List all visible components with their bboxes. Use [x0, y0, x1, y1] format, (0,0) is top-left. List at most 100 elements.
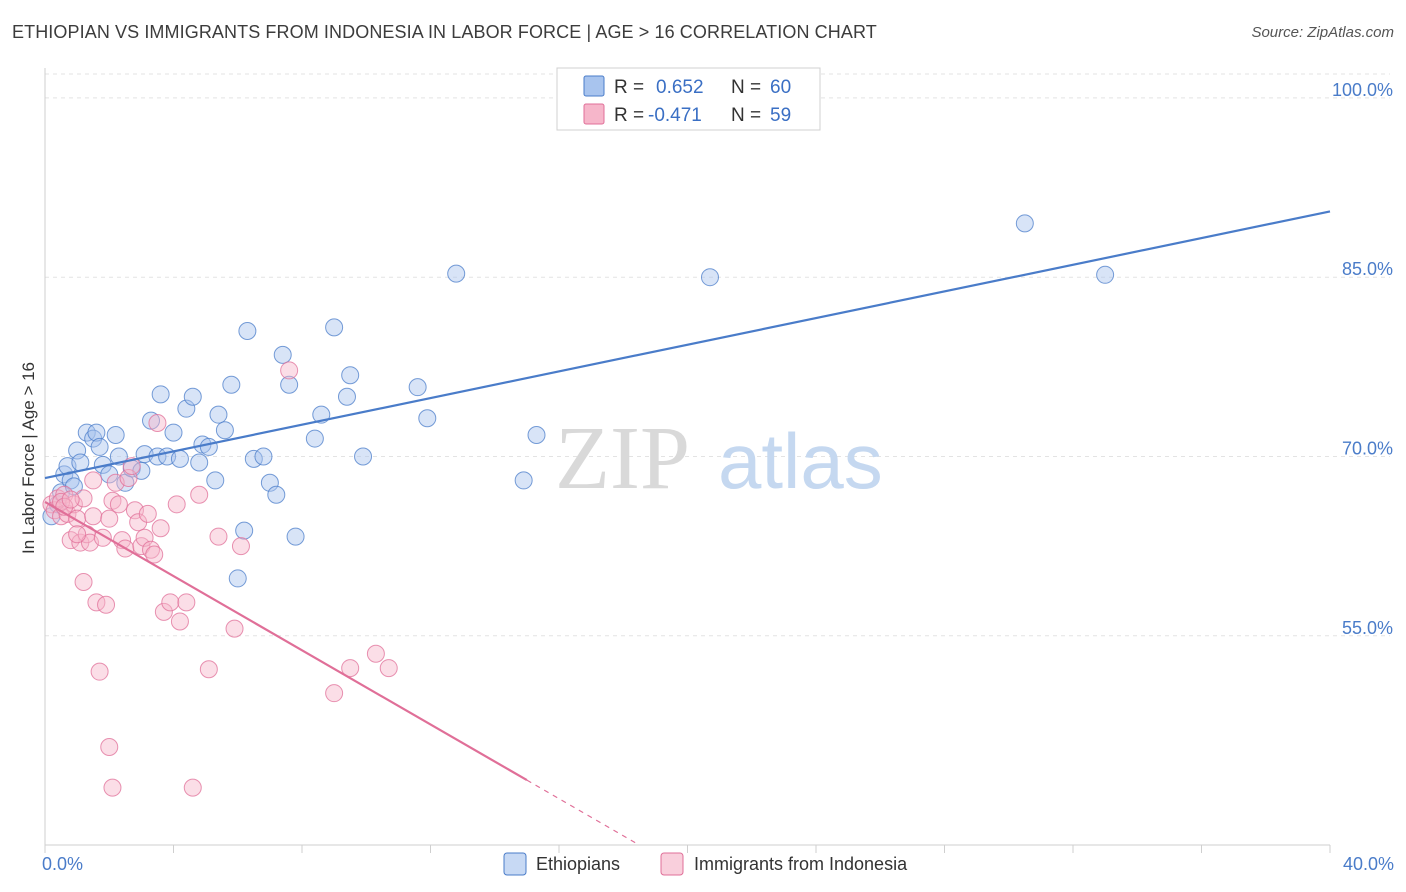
- point-ethiopians: [1015, 214, 1034, 233]
- point-indonesia: [90, 662, 109, 681]
- y-tick-label: 85.0%: [1342, 259, 1393, 279]
- point-ethiopians: [354, 447, 373, 466]
- point-indonesia: [177, 593, 196, 612]
- point-ethiopians: [700, 268, 719, 287]
- point-indonesia: [100, 737, 119, 756]
- legend-n-value-2: 59: [770, 105, 791, 126]
- point-ethiopians: [305, 429, 324, 448]
- point-ethiopians: [1096, 265, 1115, 284]
- point-indonesia: [84, 471, 103, 490]
- point-ethiopians: [209, 405, 228, 424]
- point-ethiopians: [164, 423, 183, 442]
- point-ethiopians: [170, 449, 189, 468]
- point-ethiopians: [222, 375, 241, 394]
- axes: [44, 68, 1331, 853]
- point-indonesia: [190, 485, 209, 504]
- point-ethiopians: [527, 425, 546, 444]
- trendlines: [44, 210, 1331, 846]
- y-tick-labels: 55.0% 70.0% 85.0% 100.0%: [1332, 80, 1393, 638]
- point-indonesia: [68, 525, 87, 544]
- y-tick-label: 70.0%: [1342, 439, 1393, 459]
- point-indonesia: [109, 495, 128, 514]
- point-indonesia: [74, 573, 93, 592]
- point-indonesia: [74, 489, 93, 508]
- watermark-zip: ZIP: [555, 409, 690, 508]
- point-ethiopians: [238, 321, 257, 340]
- point-ethiopians: [177, 399, 196, 418]
- point-indonesia: [142, 540, 161, 559]
- point-indonesia: [199, 660, 218, 679]
- y-axis-label: In Labor Force | Age > 16: [19, 362, 38, 554]
- point-ethiopians: [206, 471, 225, 490]
- bottom-legend: Ethiopians Immigrants from Indonesia: [503, 852, 908, 876]
- trendline-indonesia-extension: [526, 779, 640, 846]
- bottom-legend-swatch-indonesia: [660, 852, 684, 876]
- trendline-indonesia: [44, 500, 528, 782]
- y-tick-label: 55.0%: [1342, 618, 1393, 638]
- bottom-legend-label-indonesia: Immigrants from Indonesia: [694, 854, 908, 874]
- point-indonesia: [325, 684, 344, 703]
- point-ethiopians: [151, 385, 170, 404]
- point-indonesia: [97, 595, 116, 614]
- point-indonesia: [119, 469, 138, 488]
- legend-r-label-1: R =: [614, 77, 644, 98]
- point-ethiopians: [267, 485, 286, 504]
- point-ethiopians: [190, 453, 209, 472]
- legend-box: R = 0.652 N = 60 R = -0.471 N = 59: [556, 67, 821, 131]
- watermark-atlas: atlas: [718, 417, 883, 505]
- point-indonesia: [225, 619, 244, 638]
- point-ethiopians: [260, 473, 279, 492]
- point-ethiopians: [254, 447, 273, 466]
- legend-swatch-ethiopians: [583, 75, 605, 97]
- point-indonesia: [103, 778, 122, 797]
- point-ethiopians: [90, 437, 109, 456]
- point-ethiopians: [87, 423, 106, 442]
- point-ethiopians: [235, 521, 254, 540]
- trendline-ethiopians: [44, 210, 1331, 480]
- point-ethiopians: [514, 471, 533, 490]
- point-indonesia: [100, 509, 119, 528]
- point-ethiopians: [447, 264, 466, 283]
- point-indonesia: [209, 527, 228, 546]
- point-ethiopians: [418, 409, 437, 428]
- point-ethiopians: [280, 375, 299, 394]
- point-ethiopians: [341, 366, 360, 385]
- point-indonesia: [151, 519, 170, 538]
- bottom-legend-label-ethiopians: Ethiopians: [536, 854, 620, 874]
- chart-title: ETHIOPIAN VS IMMIGRANTS FROM INDONESIA I…: [12, 22, 877, 42]
- point-ethiopians: [228, 569, 247, 588]
- legend-n-label-1: N =: [731, 77, 761, 98]
- source-label: Source: ZipAtlas.com: [1251, 24, 1394, 41]
- y-tick-label: 100.0%: [1332, 80, 1393, 100]
- point-indonesia: [341, 659, 360, 678]
- point-indonesia: [161, 593, 180, 612]
- legend-n-value-1: 60: [770, 77, 791, 98]
- point-ethiopians: [337, 387, 356, 406]
- point-ethiopians: [215, 421, 234, 440]
- x-tick-max: 40.0%: [1343, 854, 1394, 874]
- point-indonesia: [138, 504, 157, 523]
- point-indonesia: [148, 414, 167, 433]
- point-indonesia: [366, 644, 385, 663]
- point-ethiopians: [325, 318, 344, 337]
- point-indonesia: [231, 537, 250, 556]
- point-indonesia: [154, 602, 173, 621]
- point-ethiopians: [183, 387, 202, 406]
- legend-r-value-1: 0.652: [656, 77, 704, 98]
- series-indonesia-points: [42, 361, 398, 797]
- legend-r-value-2: -0.471: [648, 105, 702, 126]
- legend-swatch-indonesia: [583, 103, 605, 125]
- x-tick-min: 0.0%: [42, 854, 83, 874]
- point-indonesia: [84, 507, 103, 526]
- legend-n-label-2: N =: [731, 105, 761, 126]
- point-ethiopians: [68, 441, 87, 460]
- point-indonesia: [183, 778, 202, 797]
- point-indonesia: [135, 528, 154, 547]
- series-ethiopians-points: [42, 214, 1115, 588]
- point-ethiopians: [106, 425, 125, 444]
- point-indonesia: [167, 495, 186, 514]
- point-indonesia: [145, 545, 164, 564]
- point-ethiopians: [408, 378, 427, 397]
- point-indonesia: [170, 612, 189, 631]
